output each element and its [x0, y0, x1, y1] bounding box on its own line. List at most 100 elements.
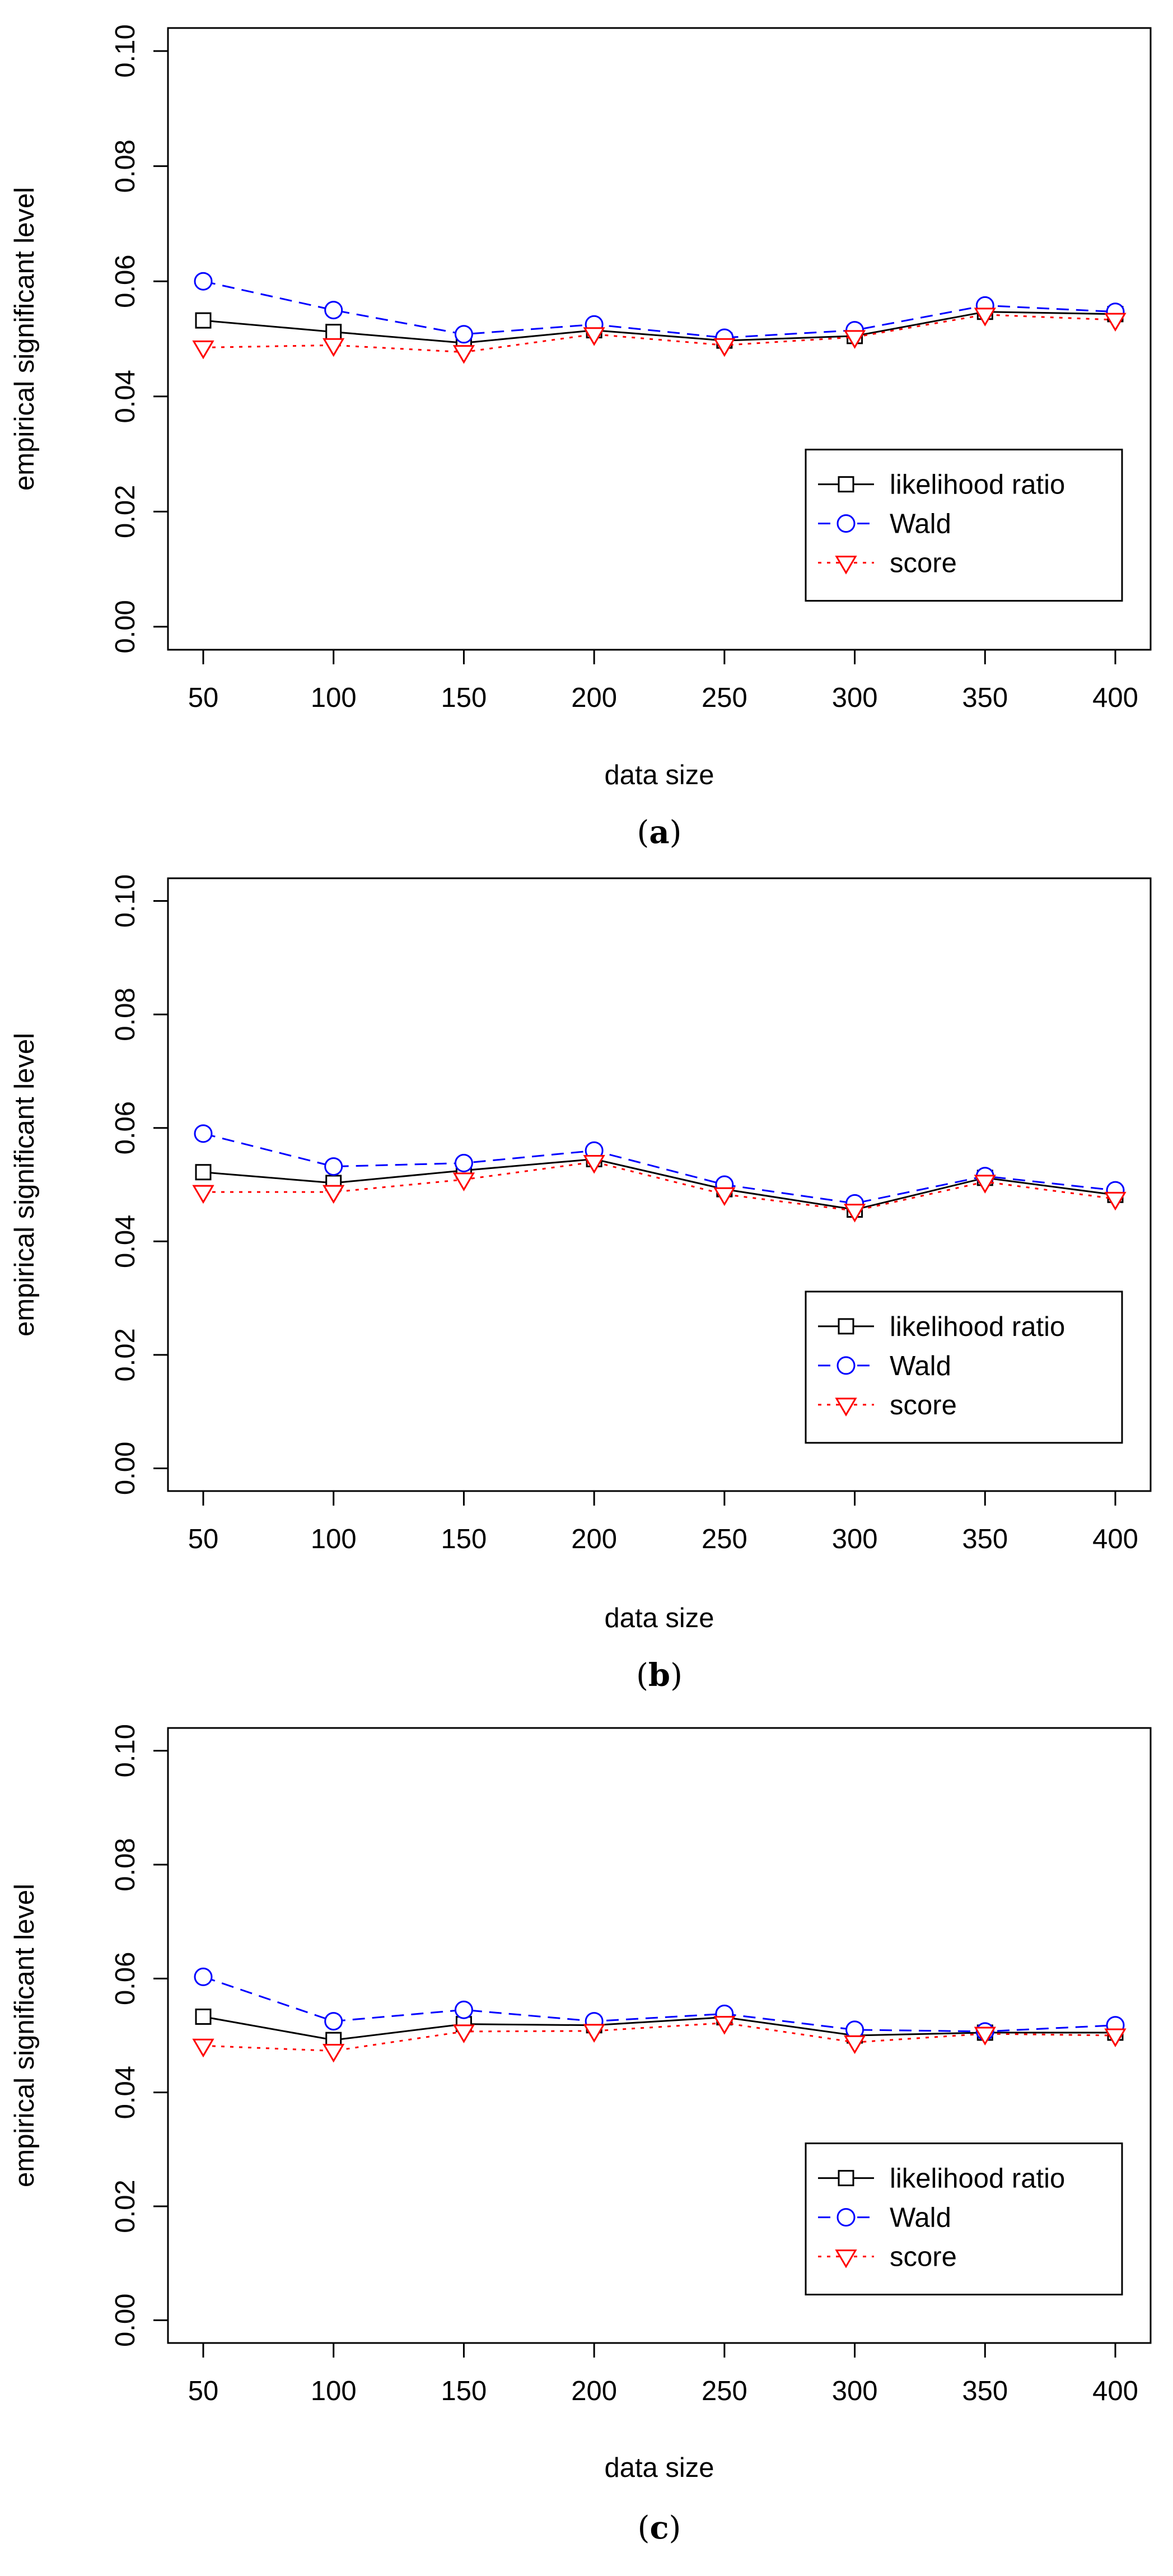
y-tick-label: 0.10: [110, 24, 141, 77]
data-point-marker: [843, 1204, 866, 1223]
plot-frame: [167, 1727, 1152, 2344]
x-tick-label: 350: [962, 1524, 1008, 1554]
y-tick-label: 0.06: [110, 1952, 141, 2005]
x-tick-label: 50: [188, 683, 219, 713]
data-point-marker: [452, 2024, 475, 2043]
series-line: [203, 1158, 1116, 1211]
x-tick-label: 200: [571, 683, 617, 713]
data-point-marker: [195, 2008, 212, 2025]
y-tick-label: 0.00: [110, 1442, 141, 1495]
data-point-marker: [323, 2043, 345, 2063]
data-point-marker: [843, 330, 866, 349]
x-tick-label: 50: [188, 2376, 219, 2406]
series-line: [203, 311, 1116, 344]
data-point-marker: [324, 1157, 343, 1176]
x-tick-label: 250: [702, 2376, 747, 2406]
legend-label: score: [890, 548, 957, 579]
legend-marker: [835, 556, 857, 575]
data-point-marker: [325, 324, 342, 341]
panel-caption: (b): [636, 1657, 683, 1694]
legend-box: [805, 1291, 1123, 1444]
data-point-marker: [1104, 313, 1127, 332]
data-point-marker: [454, 325, 473, 344]
caption-letter: a: [649, 814, 669, 851]
x-tick-label: 400: [1092, 2376, 1138, 2406]
legend-marker: [836, 1356, 856, 1375]
legend-marker: [836, 2208, 856, 2227]
x-tick-label: 250: [702, 683, 747, 713]
x-tick-label: 400: [1092, 683, 1138, 713]
y-tick-label: 0.10: [110, 1724, 141, 1777]
legend: likelihood ratio Wald score: [805, 449, 1123, 602]
data-point-marker: [974, 308, 996, 327]
x-axis-title: data size: [604, 2453, 714, 2483]
series-line: [203, 2015, 1115, 2041]
x-tick-label: 100: [311, 683, 357, 713]
y-tick-label: 0.02: [110, 2179, 141, 2233]
data-point-marker: [713, 2016, 736, 2035]
legend-marker: [838, 2170, 854, 2187]
data-point-marker: [194, 1967, 213, 1986]
legend-label: likelihood ratio: [890, 1312, 1065, 1342]
chart-panel-a: 0.00 0.02 0.04 0.06 0.08 0.10 50 100 150 200 250 30…: [10, 24, 1152, 851]
legend-label: Wald: [890, 509, 951, 539]
data-point-marker: [323, 338, 345, 357]
data-point-marker: [195, 1164, 212, 1181]
data-point-marker: [454, 2000, 473, 2019]
x-axis-title: data size: [604, 1603, 714, 1633]
x-tick-label: 200: [571, 2376, 617, 2406]
y-tick-label: 0.08: [110, 987, 141, 1041]
x-tick-label: 100: [311, 1524, 357, 1554]
data-point-marker: [194, 1124, 213, 1143]
panel-caption: (a): [637, 814, 681, 851]
x-tick-label: 300: [832, 2376, 878, 2406]
series-line: [203, 280, 1116, 339]
x-tick-label: 100: [311, 2376, 357, 2406]
legend-marker: [835, 2249, 857, 2268]
series-score: [192, 308, 1127, 364]
series-score: [192, 1154, 1127, 1223]
chart-panel-c: 0.00 0.02 0.04 0.06 0.08 0.10 50 100 150 200 250 30…: [10, 1724, 1152, 2546]
x-tick-label: 200: [571, 1524, 617, 1554]
y-tick-label: 0.04: [110, 2066, 141, 2119]
y-tick-label: 0.00: [110, 2294, 141, 2347]
x-tick-label: 150: [441, 2376, 487, 2406]
x-tick-label: 300: [832, 1524, 878, 1554]
data-point-marker: [323, 1185, 345, 1204]
data-point-marker: [192, 340, 214, 360]
x-tick-label: 300: [832, 683, 878, 713]
data-point-marker: [192, 1185, 214, 1204]
y-tick-label: 0.10: [110, 874, 141, 928]
x-tick-label: 350: [962, 2376, 1008, 2406]
data-point-marker: [1104, 2028, 1127, 2047]
legend: likelihood ratio Wald score: [805, 1291, 1123, 1444]
data-point-marker: [454, 1154, 473, 1173]
data-point-marker: [713, 338, 736, 357]
data-point-marker: [195, 312, 212, 329]
data-point-marker: [974, 2027, 996, 2046]
x-tick-label: 250: [702, 1524, 747, 1554]
legend-label: likelihood ratio: [890, 2164, 1065, 2194]
data-point-marker: [192, 2038, 214, 2058]
data-point-marker: [324, 2012, 343, 2031]
panel-caption: (c): [638, 2509, 681, 2546]
series-line: [203, 1133, 1116, 1204]
y-axis-title: empirical significant level: [10, 1033, 40, 1336]
plot-frame: [167, 27, 1152, 651]
y-tick-label: 0.06: [110, 255, 141, 308]
y-tick-label: 0.02: [110, 485, 141, 538]
y-tick-label: 0.06: [110, 1101, 141, 1154]
legend-box: [805, 449, 1123, 602]
y-axis-title: empirical significant level: [10, 1884, 40, 2187]
x-tick-label: 350: [962, 683, 1008, 713]
data-point-marker: [583, 1154, 605, 1174]
legend-marker: [836, 514, 856, 533]
legend-marker: [838, 476, 854, 493]
y-tick-label: 0.04: [110, 1215, 141, 1268]
data-point-marker: [974, 1175, 996, 1194]
legend-marker: [838, 1318, 854, 1335]
x-tick-label: 50: [188, 1524, 219, 1554]
data-point-marker: [713, 1187, 736, 1207]
data-point-marker: [452, 1172, 475, 1191]
